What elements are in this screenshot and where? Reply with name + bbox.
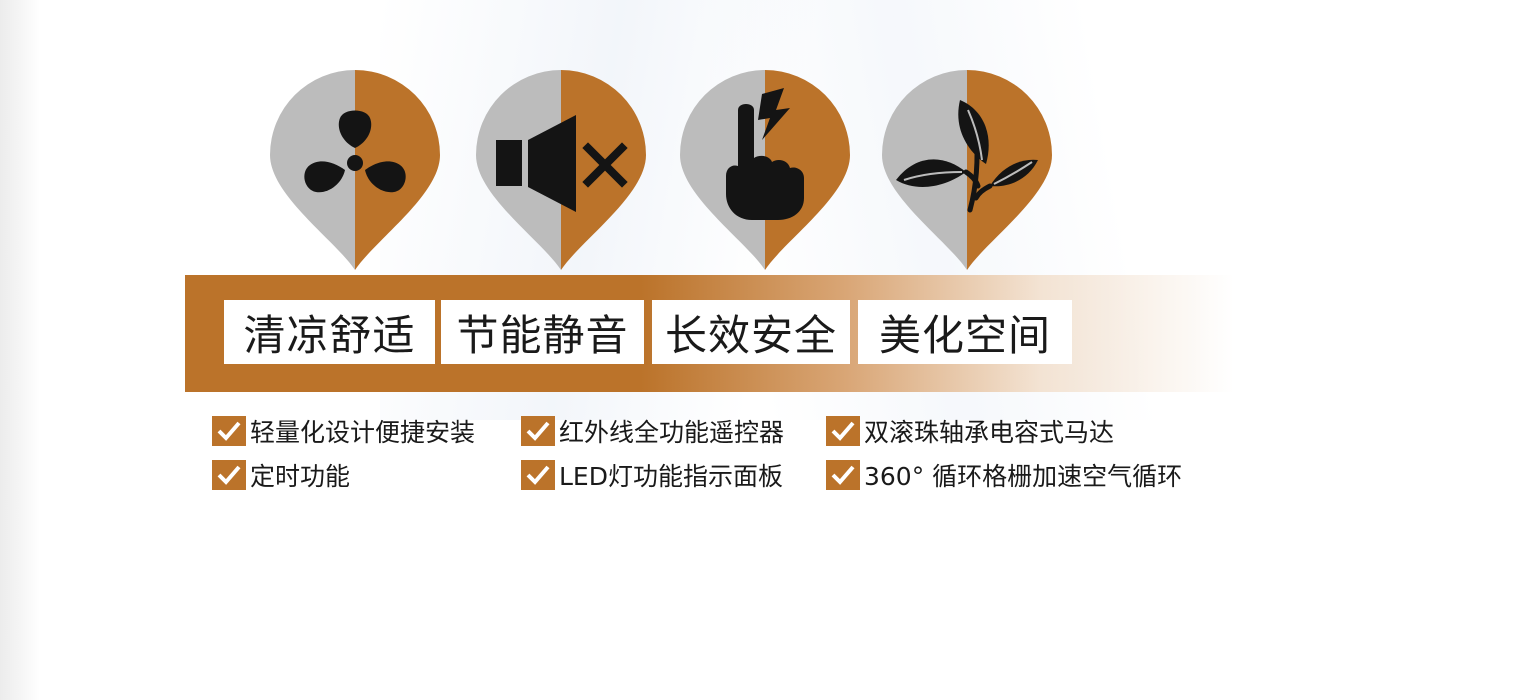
checkmark-icon xyxy=(826,416,860,446)
checkmark-icon xyxy=(521,460,555,490)
fan-icon xyxy=(270,70,440,275)
left-edge-shade xyxy=(0,0,40,700)
label-energy-silent: 节能静音 xyxy=(441,300,644,364)
label-long-safe: 长效安全 xyxy=(652,300,850,364)
speaker-mute-icon xyxy=(476,70,646,275)
feature-item: 双滚珠轴承电容式马达 xyxy=(826,414,1114,448)
label-beautify-space: 美化空间 xyxy=(858,300,1072,364)
label-cool-comfort: 清凉舒适 xyxy=(224,300,435,364)
feature-item: 轻量化设计便捷安装 xyxy=(212,414,475,448)
checkmark-icon xyxy=(212,460,246,490)
hand-touch-lightning-icon xyxy=(680,70,850,275)
feature-item: 定时功能 xyxy=(212,458,350,492)
checkmark-icon xyxy=(212,416,246,446)
leaf-icon xyxy=(882,70,1052,275)
feature-item: 红外线全功能遥控器 xyxy=(521,414,784,448)
checkmark-icon xyxy=(521,416,555,446)
feature-item: LED灯功能指示面板 xyxy=(521,458,783,492)
checkmark-icon xyxy=(826,460,860,490)
feature-item: 360° 循环格栅加速空气循环 xyxy=(826,458,1182,492)
